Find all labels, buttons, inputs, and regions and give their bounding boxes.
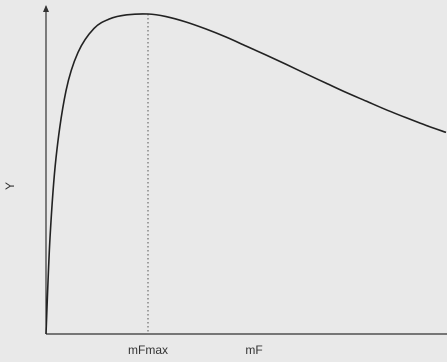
series-layer — [45, 13, 447, 335]
y-axis-label: Y — [3, 182, 17, 190]
axes — [43, 5, 447, 335]
x-tick-labels: mFmax — [128, 343, 168, 357]
series-line — [45, 13, 447, 335]
y-axis-arrow-icon — [43, 5, 49, 12]
x-tick-label: mFmax — [128, 343, 168, 357]
x-axis-label: mF — [245, 343, 262, 357]
labels: Y mF — [3, 182, 263, 357]
